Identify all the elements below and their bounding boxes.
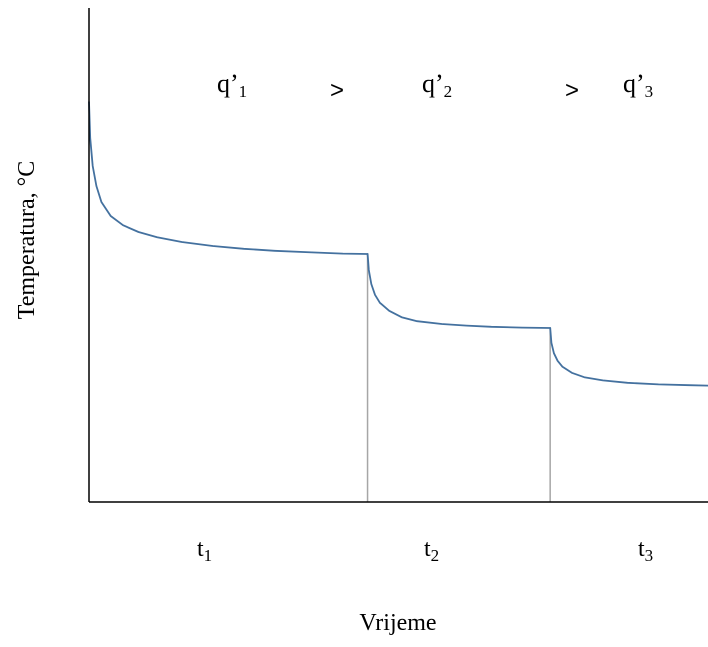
y-axis-title: Temperatura, °C — [14, 161, 40, 320]
temperature-curve-segment-1 — [88, 101, 369, 255]
interval-label-1: t1 — [197, 536, 212, 565]
interval-dividers — [366, 254, 551, 502]
temperature-series — [88, 101, 708, 387]
temperature-curve-segment-2 — [366, 253, 552, 329]
axes — [88, 8, 708, 503]
x-axis-title: Vrijeme — [359, 610, 436, 636]
comparator-2: > — [565, 77, 579, 104]
flux-label-1: q’1 — [217, 69, 247, 101]
temperature-curve-segment-3 — [549, 327, 708, 387]
flux-label-2: q’2 — [422, 69, 452, 101]
annotations: q’1 q’2 q’3 > > t1 t2 t3 — [197, 69, 653, 565]
flux-label-3: q’3 — [623, 69, 653, 101]
interval-label-3: t3 — [638, 536, 653, 565]
comparator-1: > — [330, 77, 344, 104]
interval-label-2: t2 — [424, 536, 439, 565]
